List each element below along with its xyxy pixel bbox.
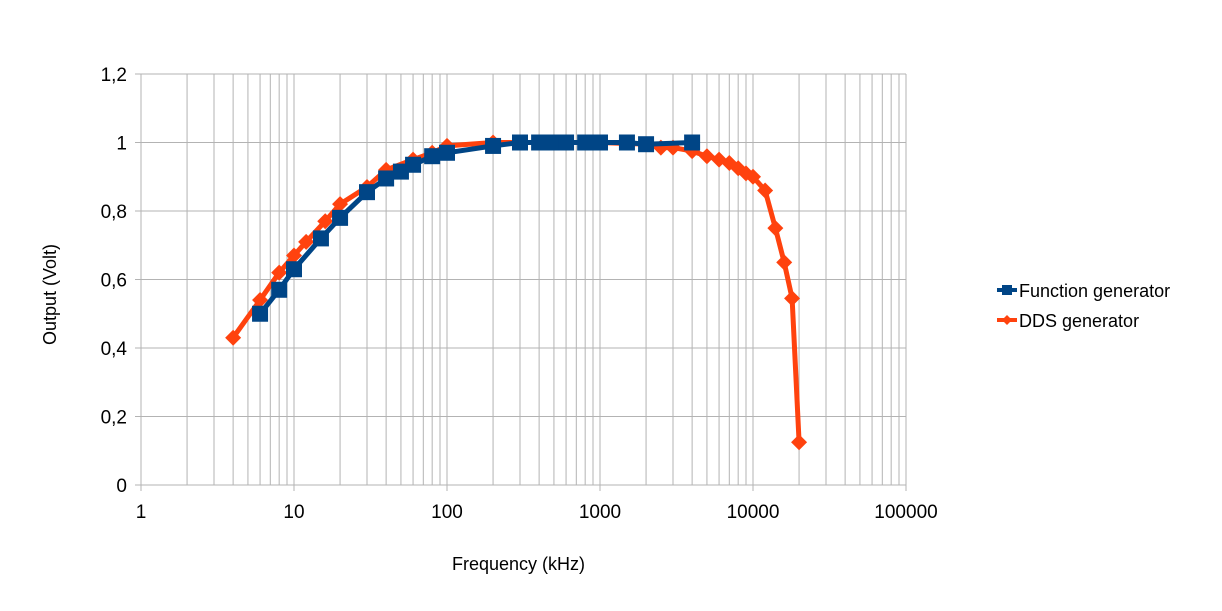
y-tick-label: 0,6: [101, 271, 127, 292]
data-point: [698, 148, 715, 165]
data-point: [776, 254, 793, 271]
tick-labels: 0 0,2 0,4 0,6 0,8 1 1,2 1 10 100 1000 10000 100000: [101, 65, 938, 523]
data-point: [684, 134, 701, 151]
legend: Function generator DDS generator: [997, 281, 1170, 331]
x-tick-label: 10: [283, 502, 304, 523]
data-point: [757, 182, 774, 199]
data-point: [332, 209, 349, 226]
x-tick-label: 1: [136, 502, 147, 523]
data-point: [638, 136, 655, 153]
series: [225, 134, 808, 451]
legend-label: DDS generator: [1019, 311, 1139, 331]
data-point: [791, 434, 808, 451]
y-axis-title: Output (Volt): [40, 244, 60, 345]
data-point: [485, 137, 502, 154]
y-tick-label: 0,2: [101, 408, 127, 429]
data-point: [784, 290, 801, 307]
axes: [135, 73, 907, 491]
data-point: [358, 184, 375, 201]
data-point: [1002, 315, 1012, 325]
y-tick-label: 0,8: [101, 202, 127, 223]
data-point: [1002, 285, 1012, 295]
data-point: [618, 134, 635, 151]
y-tick-label: 1,2: [101, 65, 127, 86]
data-point: [378, 170, 395, 187]
data-point: [545, 134, 562, 151]
data-point: [767, 220, 784, 237]
x-tick-label: 100: [431, 502, 463, 523]
data-point: [286, 247, 302, 264]
data-point: [439, 144, 455, 161]
data-point: [392, 163, 409, 180]
y-tick-label: 1: [116, 134, 127, 155]
data-point: [424, 148, 441, 165]
series-line: [231, 140, 802, 443]
data-point: [317, 213, 334, 230]
x-tick-label: 100000: [874, 502, 937, 523]
data-point: [298, 233, 315, 250]
legend-item: Function generator: [997, 281, 1170, 301]
data-point: [252, 292, 269, 309]
data-point: [252, 305, 269, 322]
x-tick-label: 10000: [727, 502, 780, 523]
series-function-generator: [252, 134, 701, 322]
series-dds-generator: [225, 134, 808, 451]
data-point: [271, 264, 288, 281]
data-point: [745, 168, 761, 185]
data-point: [225, 329, 242, 346]
data-point: [312, 230, 329, 247]
data-point: [271, 281, 288, 298]
data-point: [577, 134, 594, 151]
data-point: [558, 134, 575, 151]
data-point: [332, 196, 349, 213]
x-tick-label: 1000: [579, 502, 621, 523]
legend-item: DDS generator: [997, 311, 1139, 331]
data-point: [592, 134, 608, 151]
data-point: [286, 261, 302, 278]
data-point: [531, 134, 548, 151]
legend-label: Function generator: [1019, 281, 1170, 301]
data-point: [405, 156, 422, 173]
x-axis-title: Frequency (kHz): [452, 554, 585, 574]
y-tick-label: 0: [116, 476, 127, 497]
y-tick-label: 0,4: [101, 339, 128, 360]
data-point: [511, 134, 528, 151]
